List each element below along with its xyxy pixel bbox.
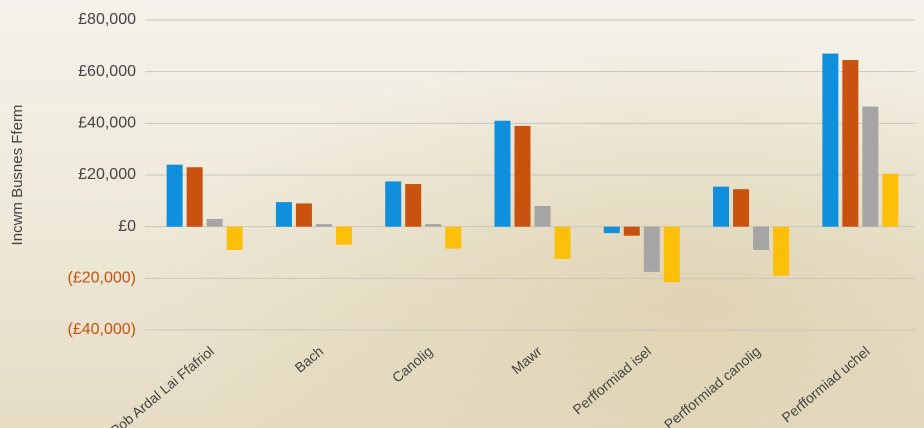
y-tick-label: £20,000 bbox=[78, 166, 136, 183]
bar bbox=[663, 226, 680, 283]
bar bbox=[733, 189, 750, 227]
bar bbox=[226, 226, 243, 250]
bar bbox=[275, 202, 292, 227]
bar bbox=[405, 184, 422, 227]
bar bbox=[753, 226, 770, 250]
bar bbox=[186, 167, 203, 227]
bar bbox=[445, 226, 462, 249]
bar bbox=[713, 186, 730, 227]
y-tick-label: £80,000 bbox=[78, 11, 136, 28]
bar bbox=[603, 226, 620, 234]
bar bbox=[315, 224, 332, 227]
bar bbox=[554, 226, 571, 259]
bar bbox=[882, 173, 899, 227]
bar bbox=[494, 120, 511, 227]
bar bbox=[623, 226, 640, 236]
bar bbox=[295, 203, 312, 227]
bar bbox=[822, 53, 839, 227]
bar bbox=[773, 226, 790, 276]
bar bbox=[862, 106, 879, 227]
bar bbox=[335, 226, 352, 245]
bar bbox=[643, 226, 660, 272]
bar bbox=[166, 164, 183, 227]
bar bbox=[385, 181, 402, 227]
y-tick-label: £0 bbox=[118, 218, 136, 235]
y-tick-label: (£20,000) bbox=[68, 270, 137, 287]
bar bbox=[425, 224, 442, 227]
bar bbox=[534, 206, 551, 227]
y-tick-label: £60,000 bbox=[78, 63, 136, 80]
bar bbox=[842, 60, 859, 227]
y-tick-label: (£40,000) bbox=[68, 321, 137, 338]
y-axis-label: Incwm Busnes Fferm bbox=[9, 105, 26, 246]
y-tick-label: £40,000 bbox=[78, 115, 136, 132]
bar bbox=[514, 125, 531, 227]
bar bbox=[206, 218, 223, 227]
